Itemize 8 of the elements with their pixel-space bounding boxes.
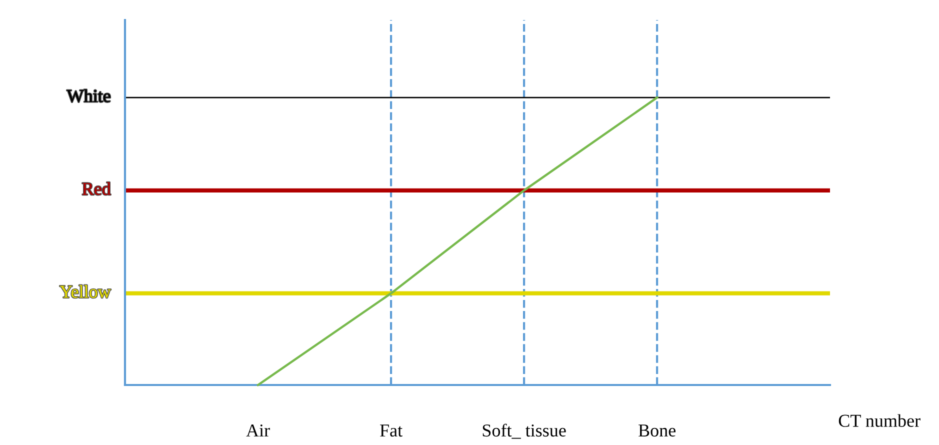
x-tick-label: Bone	[638, 424, 676, 437]
ref-line-label: White	[66, 89, 110, 102]
ref-line-label: Yellow	[60, 285, 111, 298]
x-axis-title: CT number	[838, 414, 920, 427]
ref-line-label: Red	[82, 182, 111, 195]
x-tick-label: Air	[246, 424, 270, 436]
x-tick-label: Fat	[380, 424, 402, 437]
x-tick-label: Soft_ tissue	[482, 424, 566, 439]
